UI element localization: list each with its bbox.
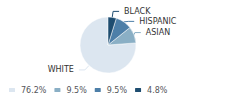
svg-text:WHITE: WHITE <box>48 65 74 74</box>
svg-text:9.5%: 9.5% <box>66 86 87 95</box>
svg-text:76.2%: 76.2% <box>21 86 47 95</box>
svg-text:9.5%: 9.5% <box>107 86 128 95</box>
svg-text:ASIAN: ASIAN <box>146 28 170 37</box>
svg-text:4.8%: 4.8% <box>147 86 168 95</box>
svg-text:HISPANIC: HISPANIC <box>139 17 177 26</box>
svg-text:BLACK: BLACK <box>124 7 151 16</box>
